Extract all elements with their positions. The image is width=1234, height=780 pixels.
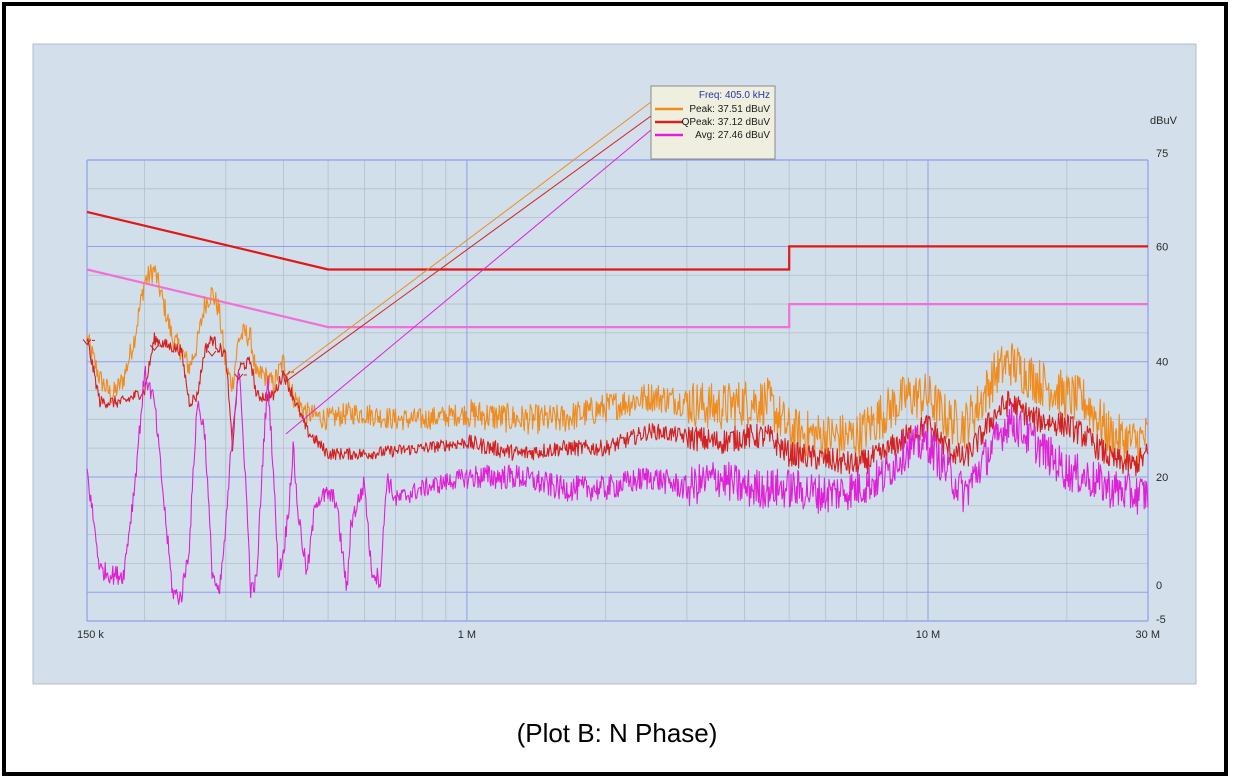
y-tick-label: 40 (1156, 357, 1168, 369)
series-line (86, 332, 1149, 477)
y-tick-label: 60 (1156, 241, 1168, 253)
readout-avg: Avg: 27.46 dBuV (695, 130, 770, 141)
peak-marker (234, 373, 247, 380)
y-tick-label: 75 (1156, 148, 1168, 160)
emc-plot: 150 k 1 M 10 M 30 M 75 60 40 20 0 -5 dBuV Freq: … (32, 43, 1197, 685)
series-line (86, 365, 1149, 605)
readout-qpeak: QPeak: 37.12 dBuV (682, 117, 771, 128)
limit-line (86, 268, 1148, 329)
y-tick-label: 0 (1156, 580, 1162, 592)
x-tick-label: 30 M (1136, 629, 1160, 641)
x-tick-label: 10 M (916, 629, 940, 641)
grid-minor (87, 160, 1148, 621)
peak-marker (207, 350, 220, 357)
marker-callout-lines (285, 101, 652, 435)
marker-readout-box: Freq: 405.0 kHz Peak: 37.51 dBuV QPeak: … (650, 85, 776, 160)
y-axis-ticks: 75 60 40 20 0 -5 (1156, 148, 1168, 626)
x-tick-label: 1 M (458, 629, 476, 641)
marker-callout-line (285, 129, 652, 435)
limit-line (86, 210, 1148, 271)
readout-freq: Freq: 405.0 kHz (699, 90, 770, 101)
peak-markers (82, 339, 294, 380)
marker-callout-line (285, 115, 652, 382)
x-axis-ticks: 150 k 1 M 10 M 30 M (77, 629, 1160, 641)
figure-caption: (Plot B: N Phase) (516, 718, 718, 748)
peak-marker (149, 344, 163, 351)
y-unit-label: dBuV (1150, 115, 1178, 127)
y-tick-label: 20 (1156, 472, 1168, 484)
series-line (86, 264, 1149, 465)
data-series (86, 264, 1149, 605)
marker-callout-line (285, 101, 652, 377)
peak-marker (82, 339, 95, 346)
y-tick-label: -5 (1156, 614, 1166, 626)
x-tick-label: 150 k (77, 629, 104, 641)
readout-peak: Peak: 37.51 dBuV (689, 104, 770, 115)
limit-lines (86, 210, 1148, 329)
